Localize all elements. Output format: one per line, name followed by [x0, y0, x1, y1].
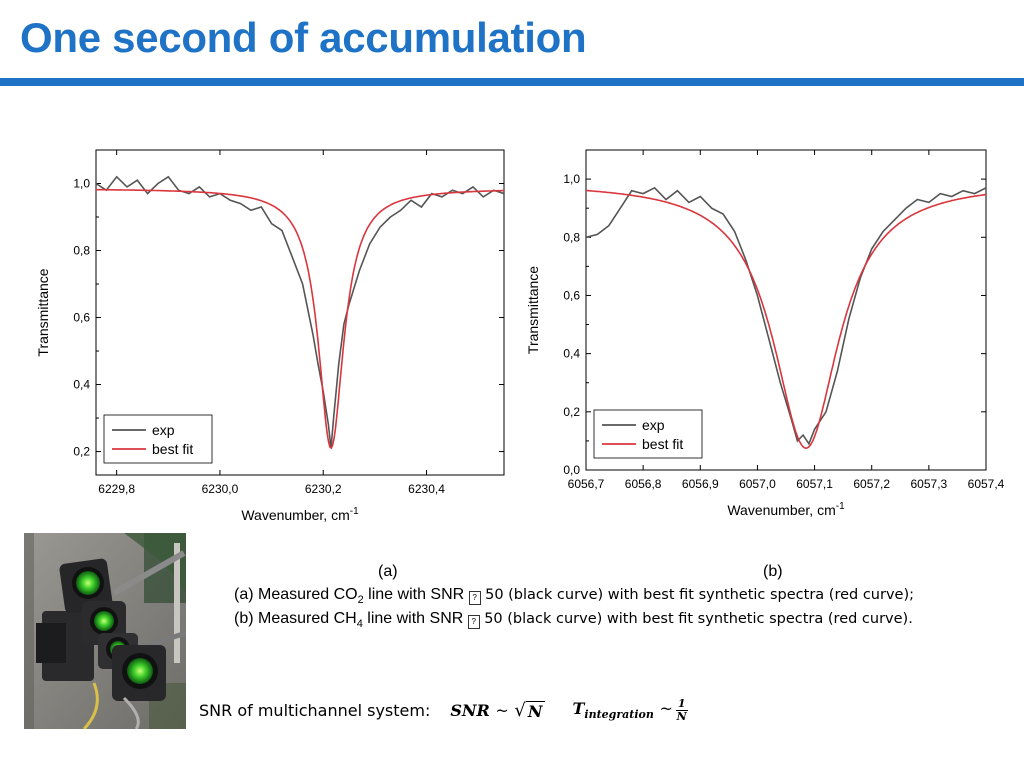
- chart-a-legend-label-exp: exp: [152, 422, 175, 438]
- snr-formula: SNR ~ √ N: [450, 700, 545, 721]
- caption-b-rest: 50 (black curve) with best fit synthetic…: [484, 611, 913, 627]
- caption-a-sub: 2: [357, 594, 364, 607]
- chart-b-y-tick-label: 0,2: [563, 405, 580, 419]
- chart-a-series-exp: [96, 175, 504, 449]
- snr-lhs: SNR: [450, 701, 490, 720]
- chart-a-y-axis-label: Transmittance: [35, 268, 51, 356]
- chart-a-y-tick-label: 0,8: [73, 244, 90, 258]
- chart-b-x-tick-label: 6056,9: [682, 477, 719, 491]
- chart-b-y-tick-label: 1,0: [563, 172, 580, 186]
- chart-b-x-axis-label-sup: -1: [836, 501, 845, 512]
- snr-statement: SNR of multichannel system: SNR ~ √ N Tin…: [199, 698, 688, 723]
- slide-title: One second of accumulation: [20, 14, 587, 61]
- chart-b-x-axis-label: Wavenumber, cm-1: [727, 501, 845, 518]
- sqrt-expression: √ N: [514, 700, 545, 721]
- caption-b-sub: 4: [356, 618, 363, 631]
- chart-a-y-tick-label: 0,2: [73, 445, 90, 459]
- chart-a-y-tick-label: 0,4: [73, 378, 90, 392]
- chart-a-svg: 0,2 0,4 0,6 0,8 1,0 6229,8 6230,0 6230,2 6230,4 W…: [35, 149, 505, 523]
- chart-b-x-tick-label: 6057,1: [796, 477, 833, 491]
- sqrt-arg: N: [525, 701, 545, 721]
- chart-a-x-axis-label-sup: -1: [350, 506, 359, 517]
- caption-a-mid: line with SNR: [363, 586, 469, 603]
- t-tilde: ~: [659, 699, 673, 719]
- caption-a-pre: (a) Measured CO: [234, 586, 358, 603]
- snr-label: SNR of multichannel system:: [199, 701, 431, 720]
- chart-a-x-tick-label: 6230,0: [202, 482, 239, 496]
- caption-label-a: (a): [378, 563, 398, 580]
- integration-formula: Tintegration ~: [573, 699, 673, 721]
- chart-b-y-tick-label: 0,8: [563, 230, 580, 244]
- chart-a-x-tick-label: 6230,2: [305, 482, 342, 496]
- chart-b-y-tick-label: 0,6: [563, 288, 580, 302]
- chart-b-x-tick-label: 6056,8: [625, 477, 662, 491]
- caption-b-mid: line with SNR: [362, 610, 468, 627]
- chart-b-legend-box: [593, 409, 703, 459]
- fraction-numerator: 1: [675, 697, 688, 711]
- chart-b-legend-label-exp: exp: [642, 417, 665, 433]
- snr-tilde: ~: [495, 701, 509, 720]
- chart-a: 0,2 0,4 0,6 0,8 1,0 6229,8 6230,0 6230,2 6230,4 W…: [28, 140, 518, 540]
- caption-b-pre: (b) Measured CH: [234, 610, 357, 627]
- caption-a-rest: 50 (black curve) with best fit synthetic…: [485, 587, 914, 603]
- chart-b-y-axis-label: Transmittance: [525, 266, 541, 354]
- chart-a-x-axis-label: Wavenumber, cm-1: [241, 506, 359, 523]
- chart-b-x-tick-label: 6057,0: [739, 477, 776, 491]
- chart-a-legend-box: [103, 414, 213, 464]
- chart-a-series-best-fit: [96, 188, 504, 450]
- missing-glyph-icon: ?: [467, 615, 480, 629]
- chart-a-x-tick-label: 6229,8: [98, 482, 135, 496]
- chart-b-x-tick-label: 6057,2: [853, 477, 890, 491]
- chart-b-y-tick-label: 0,0: [563, 463, 580, 477]
- t-subscript: integration: [584, 708, 654, 722]
- missing-glyph-icon: ?: [468, 591, 481, 605]
- fraction-denominator: N: [676, 710, 687, 723]
- chart-b-series-best-fit: [586, 189, 986, 450]
- sqrt-icon: √: [514, 700, 526, 721]
- caption-line-a: (a) Measured CO2 line with SNR ? 50 (bla…: [234, 586, 914, 606]
- chart-b: 0,0 0,2 0,4 0,6 0,8 1,0 6056,7 6056,8 6056,9 6057…: [518, 140, 1018, 540]
- caption-line-b: (b) Measured CH4 line with SNR ? 50 (bla…: [234, 610, 913, 630]
- chart-b-svg: 0,0 0,2 0,4 0,6 0,8 1,0 6056,7 6056,8 6056,9 6057…: [525, 149, 1005, 518]
- chart-a-y-tick-label: 0,6: [73, 311, 90, 325]
- caption-label-b: (b): [763, 563, 783, 580]
- chart-a-y-tick-label: 1,0: [73, 177, 90, 191]
- chart-b-x-tick-label: 6056,7: [568, 477, 605, 491]
- t-symbol: T: [572, 699, 585, 719]
- chart-a-x-tick-label: 6230,4: [408, 482, 445, 496]
- chart-a-legend-label-fit: best fit: [152, 441, 193, 457]
- chart-b-legend-label-fit: best fit: [642, 436, 683, 452]
- chart-b-x-tick-label: 6057,4: [968, 477, 1005, 491]
- title-divider: [0, 78, 1024, 86]
- chart-b-y-tick-label: 0,4: [563, 347, 580, 361]
- chart-b-x-tick-label: 6057,3: [911, 477, 948, 491]
- fraction: 1 N: [675, 697, 688, 723]
- device-photo: [24, 533, 186, 729]
